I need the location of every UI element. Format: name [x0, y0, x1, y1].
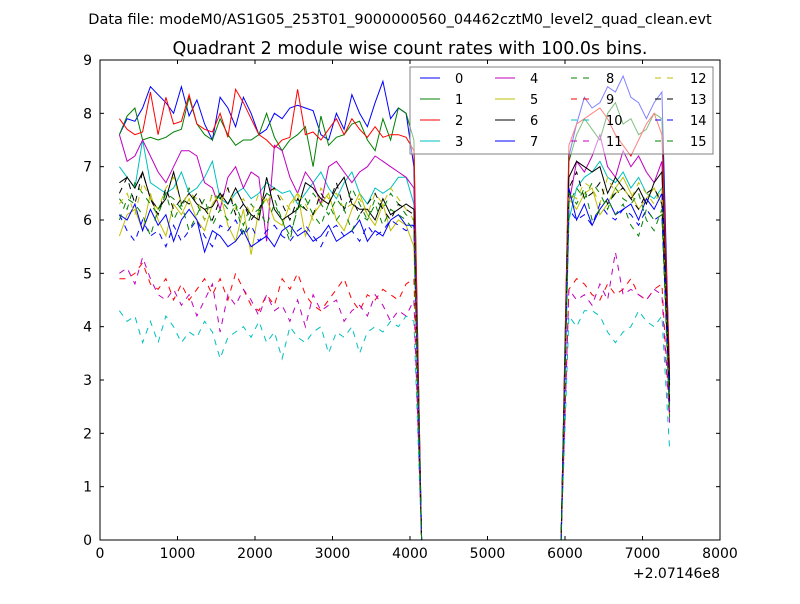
- series-line-11: [119, 251, 671, 540]
- y-tick-label: 0: [83, 533, 92, 549]
- y-tick-label: 7: [83, 160, 92, 176]
- x-tick-label: 6000: [547, 546, 583, 562]
- series-line-4: [118, 132, 671, 540]
- y-tick-label: 2: [83, 426, 92, 442]
- x-tick-label: 2000: [237, 546, 273, 562]
- x-tick-label: 4000: [392, 546, 428, 562]
- axes: 0 1000 2000 3000 4000 5000 6000 7000 80000123456…: [83, 53, 738, 562]
- y-tick-label: 8: [83, 106, 92, 122]
- legend-label: 11: [606, 135, 623, 150]
- x-tick-label: 5000: [470, 546, 506, 562]
- y-tick-label: 3: [83, 373, 92, 389]
- legend-label: 9: [606, 93, 614, 108]
- legend-label: 3: [455, 135, 463, 150]
- series-line-9: [119, 261, 671, 540]
- legend-label: 15: [690, 135, 707, 150]
- legend-frame: [409, 66, 714, 155]
- series-layer: [118, 74, 671, 540]
- x-tick-label: 3000: [315, 546, 351, 562]
- legend-label: 6: [530, 114, 538, 129]
- y-tick-label: 1: [83, 480, 92, 496]
- legend-label: 5: [530, 93, 538, 108]
- series-line-7: [119, 187, 671, 540]
- y-tick-label: 9: [83, 53, 92, 69]
- x-tick-label: 7000: [625, 546, 661, 562]
- x-tick-label: 1000: [160, 546, 196, 562]
- y-tick-label: 5: [83, 266, 92, 282]
- series-line-12: [118, 175, 671, 540]
- legend-label: 12: [690, 72, 707, 87]
- x-tick-label: 0: [96, 546, 105, 562]
- legend-label: 7: [530, 135, 538, 150]
- series-line-14: [118, 202, 671, 540]
- legend-label: 13: [690, 93, 707, 108]
- y-tick-label: 6: [83, 213, 92, 229]
- series-line-3: [118, 139, 671, 540]
- series-line-15: [118, 186, 671, 540]
- series-line-10: [118, 309, 671, 540]
- legend-label: 4: [530, 72, 538, 87]
- legend-label: 14: [690, 114, 707, 129]
- y-tick-label: 4: [83, 320, 92, 336]
- x-offset-label: +2.07146e8: [633, 566, 720, 582]
- series-line-13: [118, 170, 671, 540]
- legend-label: 1: [455, 93, 463, 108]
- legend-label: 2: [455, 114, 463, 129]
- x-tick-label: 8000: [702, 546, 738, 562]
- series-line-5: [118, 176, 671, 540]
- suptitle: Data file: modeM0/AS1G05_253T01_90000005…: [88, 12, 712, 28]
- chart-title: Quadrant 2 module wise count rates with …: [173, 39, 648, 59]
- legend-label: 0: [455, 72, 463, 87]
- legend-label: 10: [606, 114, 623, 129]
- legend-label: 8: [606, 72, 614, 87]
